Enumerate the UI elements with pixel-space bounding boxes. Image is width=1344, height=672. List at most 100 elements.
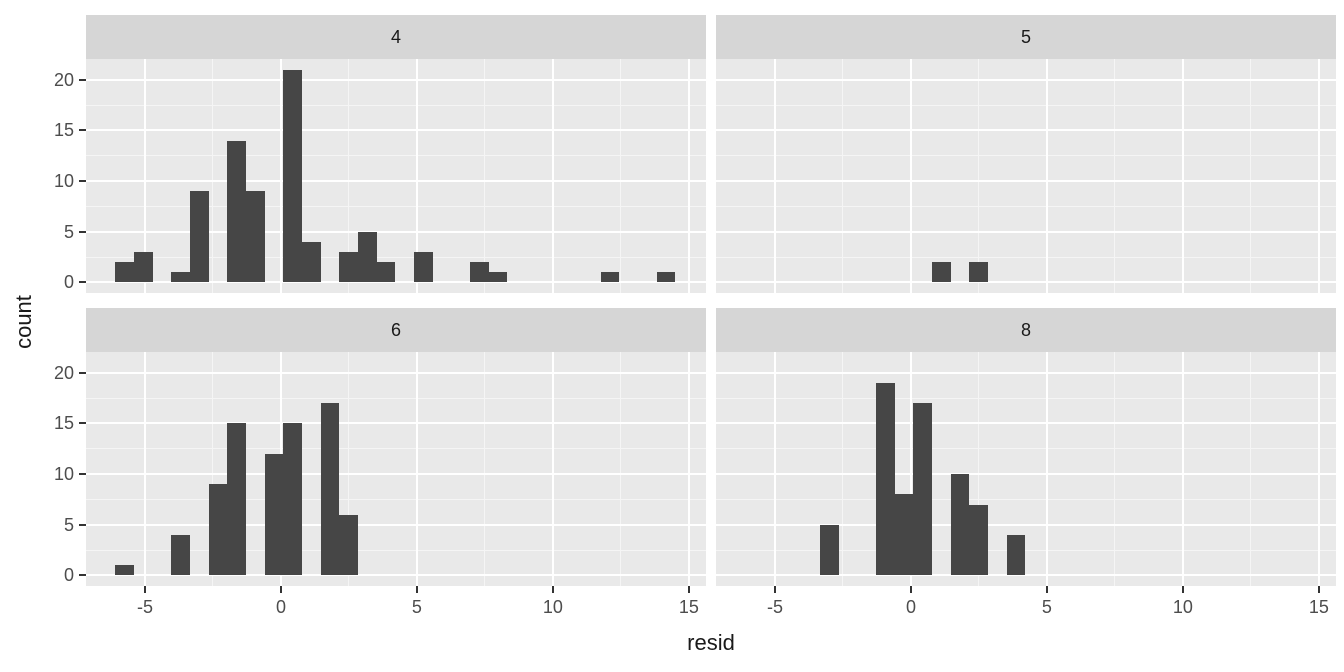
y-tick-mark (79, 78, 86, 81)
y-axis-title: count (11, 295, 36, 349)
x-tick-mark (415, 586, 418, 593)
x-tick-label: 0 (905, 597, 916, 617)
gridline-major-y (716, 129, 1336, 132)
gridline-major-x (1317, 352, 1320, 586)
histogram-bar (950, 474, 970, 576)
gridline-minor-x (348, 352, 350, 586)
y-tick-label: 10 (53, 171, 74, 192)
x-tick-label: 5 (411, 597, 422, 617)
gridline-major-y (86, 230, 706, 233)
histogram-bar (171, 272, 190, 283)
facet-panel-6 (86, 352, 706, 586)
x-axis-title: resid (687, 630, 735, 655)
histogram-bar (283, 423, 303, 576)
y-tick-mark (79, 523, 86, 526)
x-tick-mark (1045, 586, 1048, 593)
histogram-bar (470, 262, 489, 283)
gridline-major-x (144, 59, 146, 293)
histogram-bar (171, 534, 190, 576)
histogram-bar (600, 272, 620, 283)
gridline-major-y (86, 574, 706, 577)
gridline-minor-y (716, 549, 1336, 551)
histogram-bar (376, 262, 396, 283)
histogram-bar (931, 262, 951, 283)
gridline-major-x (687, 59, 690, 293)
facet-strip-label: 6 (390, 319, 401, 340)
gridline-minor-y (716, 205, 1336, 207)
gridline-major-y (86, 473, 706, 476)
gridline-major-y (86, 129, 706, 132)
x-tick-label: 5 (1041, 597, 1052, 617)
gridline-major-y (86, 180, 706, 183)
histogram-bar (875, 382, 895, 576)
gridline-major-x (415, 352, 418, 586)
gridline-minor-x (1114, 352, 1116, 586)
gridline-minor-y (716, 104, 1336, 106)
gridline-major-y (716, 180, 1336, 183)
histogram-bar (245, 191, 265, 283)
gridline-minor-y (86, 256, 706, 258)
gridline-major-x (279, 59, 282, 293)
histogram-bar (656, 272, 676, 283)
gridline-major-x (1181, 352, 1184, 586)
gridline-major-y (716, 230, 1336, 233)
histogram-bar (320, 403, 340, 576)
y-tick-label: 20 (53, 69, 74, 90)
facet-panel-4 (86, 59, 706, 293)
histogram-bar (1006, 534, 1026, 576)
x-tick-label: 10 (542, 597, 563, 617)
facet-strip-8: 8 (716, 308, 1336, 352)
x-tick-label: 10 (1172, 597, 1193, 617)
gridline-minor-x (484, 59, 486, 293)
gridline-minor-y (86, 549, 706, 551)
gridline-major-x (774, 59, 776, 293)
y-tick-label: 0 (63, 565, 74, 586)
gridline-minor-x (842, 59, 844, 293)
gridline-major-y (86, 281, 706, 284)
x-tick-mark (279, 586, 282, 593)
gridline-major-x (909, 59, 912, 293)
x-tick-mark (774, 586, 776, 593)
gridline-major-y (716, 422, 1336, 425)
y-tick-label: 5 (63, 514, 74, 535)
gridline-major-x (1045, 352, 1048, 586)
facet-strip-label: 5 (1020, 26, 1031, 47)
histogram-bar (358, 231, 377, 283)
gridline-major-x (687, 352, 690, 586)
x-tick-mark (144, 586, 146, 593)
gridline-minor-x (842, 352, 844, 586)
histogram-bar (264, 453, 284, 576)
x-tick-mark (1317, 586, 1320, 593)
y-tick-mark (79, 129, 86, 132)
histogram-bar (339, 514, 359, 576)
histogram-bar (339, 252, 359, 283)
x-tick-label: -5 (766, 597, 784, 617)
gridline-minor-x (1250, 59, 1252, 293)
histogram-bar (208, 484, 228, 576)
y-tick-mark (79, 574, 86, 577)
x-tick-mark (909, 586, 912, 593)
gridline-major-x (1317, 59, 1320, 293)
gridline-major-y (716, 281, 1336, 284)
gridline-minor-x (620, 352, 622, 586)
x-tick-label: 15 (678, 597, 699, 617)
gridline-major-y (716, 473, 1336, 476)
histogram-bar (133, 252, 153, 283)
x-tick-label: 15 (1308, 597, 1329, 617)
gridline-minor-y (86, 448, 706, 450)
facet-panel-5 (716, 59, 1336, 293)
y-tick-label: 20 (53, 362, 74, 383)
histogram-bar (189, 191, 209, 283)
gridline-minor-x (978, 352, 980, 586)
gridline-minor-y (716, 448, 1336, 450)
gridline-major-x (1045, 59, 1048, 293)
histogram-bar (115, 565, 134, 576)
gridline-major-x (144, 352, 146, 586)
y-tick-label: 15 (53, 120, 74, 141)
x-tick-mark (551, 586, 554, 593)
y-tick-label: 15 (53, 413, 74, 434)
facet-strip-5: 5 (716, 15, 1336, 59)
histogram-bar (301, 241, 321, 283)
gridline-minor-x (1114, 59, 1116, 293)
